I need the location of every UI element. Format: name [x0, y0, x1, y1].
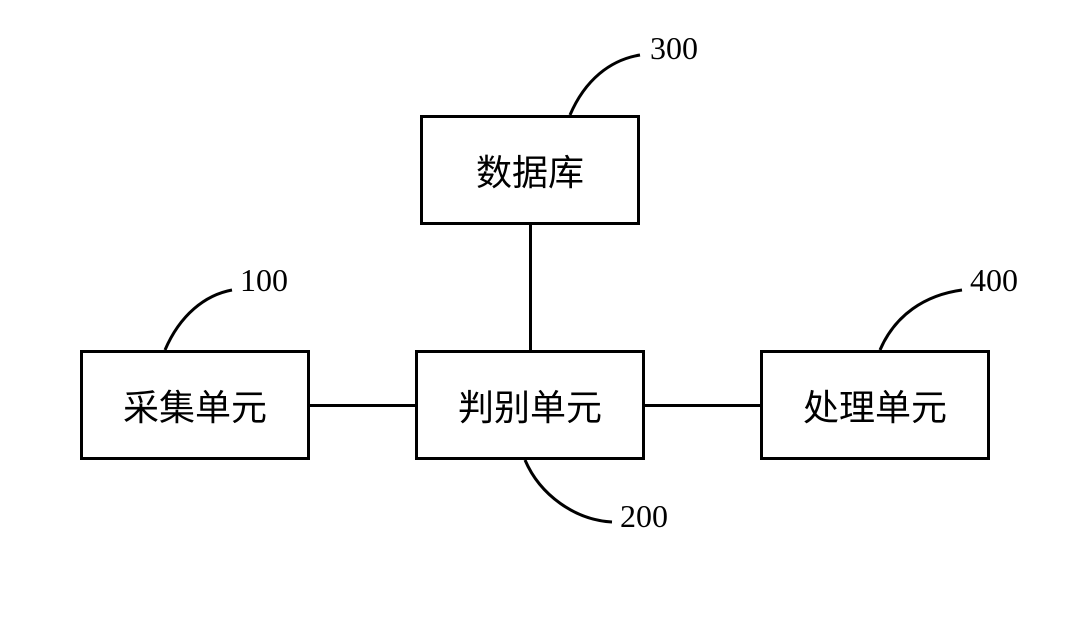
- block-diagram: 数据库 采集单元 判别单元 处理单元 300 100 200 400: [0, 0, 1080, 628]
- ref-process: 400: [970, 262, 1018, 299]
- ref-database: 300: [650, 30, 698, 67]
- ref-collect: 100: [240, 262, 288, 299]
- ref-judge: 200: [620, 498, 668, 535]
- leader-process: [0, 0, 1080, 628]
